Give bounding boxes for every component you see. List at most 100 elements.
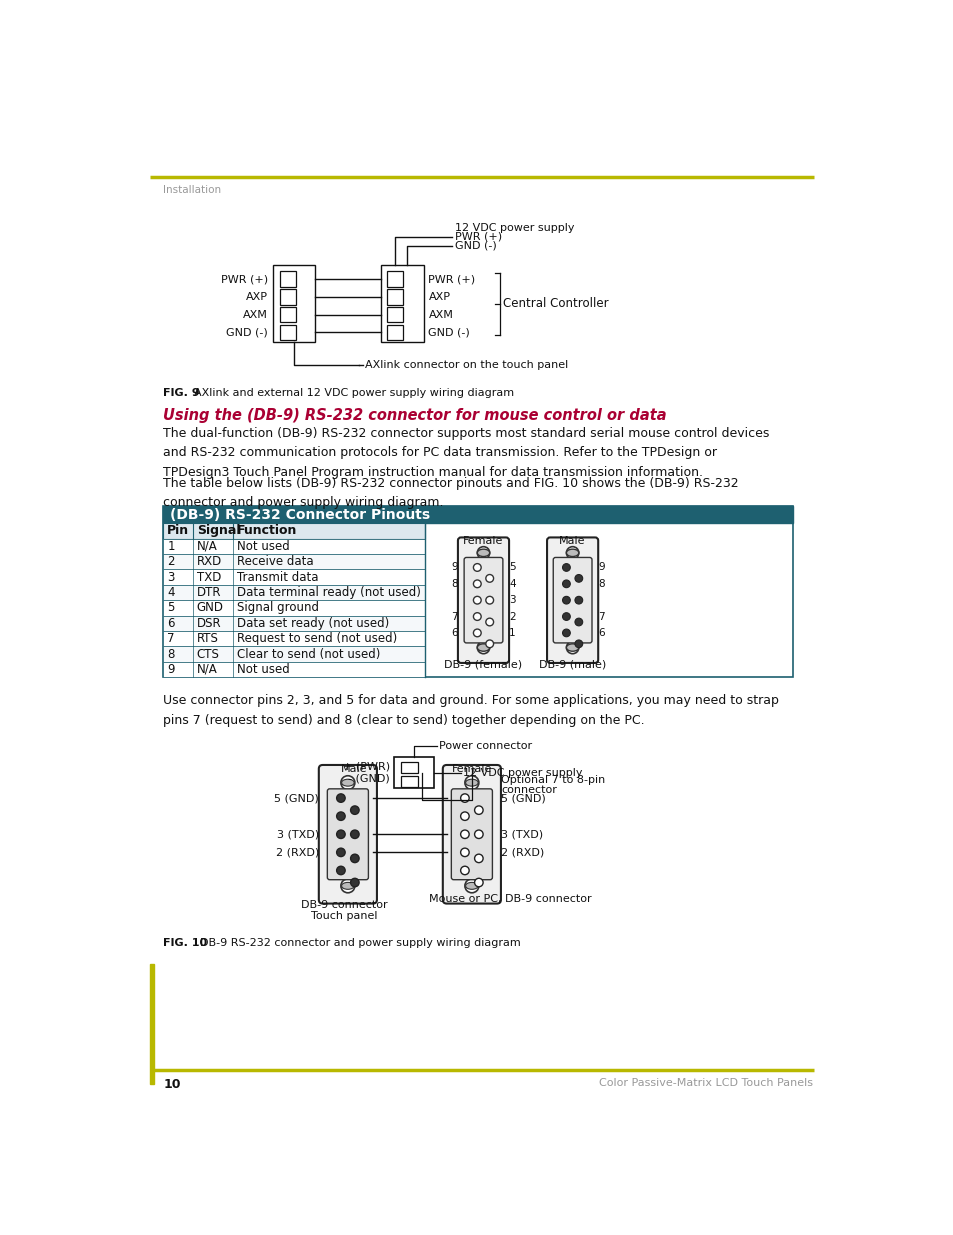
Circle shape <box>350 878 358 887</box>
Text: 2: 2 <box>167 556 174 568</box>
Text: 5: 5 <box>167 601 174 614</box>
Text: Receive data: Receive data <box>236 556 314 568</box>
Text: Mouse or PC, DB-9 connector: Mouse or PC, DB-9 connector <box>429 894 591 904</box>
Circle shape <box>562 597 570 604</box>
Ellipse shape <box>465 882 477 889</box>
Text: FIG. 10: FIG. 10 <box>163 939 208 948</box>
Bar <box>163 524 425 538</box>
Text: Touch panel: Touch panel <box>311 911 376 921</box>
Text: 5: 5 <box>509 562 516 573</box>
Circle shape <box>575 640 582 647</box>
Text: Installation: Installation <box>163 185 221 195</box>
Text: 12 VDC power supply: 12 VDC power supply <box>455 222 574 232</box>
Text: 1: 1 <box>167 540 174 553</box>
Circle shape <box>474 806 482 814</box>
Text: AXlink connector on the touch panel: AXlink connector on the touch panel <box>365 361 568 370</box>
Text: DB-9 (female): DB-9 (female) <box>444 659 522 669</box>
Circle shape <box>336 794 345 803</box>
Circle shape <box>575 597 582 604</box>
Circle shape <box>340 879 355 893</box>
Bar <box>387 289 402 305</box>
Text: Signal: Signal <box>196 525 240 537</box>
Text: connector: connector <box>500 785 557 795</box>
Ellipse shape <box>566 550 578 557</box>
Text: 6: 6 <box>451 627 457 638</box>
Circle shape <box>473 597 480 604</box>
Text: + (PWR): + (PWR) <box>342 762 390 772</box>
FancyBboxPatch shape <box>457 537 509 663</box>
Bar <box>401 762 418 773</box>
Bar <box>394 757 434 788</box>
Text: 9: 9 <box>451 562 457 573</box>
Circle shape <box>485 597 493 604</box>
Bar <box>280 325 295 340</box>
Text: 2 (RXD): 2 (RXD) <box>275 847 318 857</box>
Bar <box>163 506 793 677</box>
Text: - (GND): - (GND) <box>348 774 390 784</box>
Circle shape <box>336 866 345 874</box>
Circle shape <box>350 806 358 814</box>
Text: AXM: AXM <box>243 310 268 320</box>
Circle shape <box>562 629 570 637</box>
Text: TXD: TXD <box>196 571 221 584</box>
Text: AXP: AXP <box>246 291 268 301</box>
Text: Data terminal ready (not used): Data terminal ready (not used) <box>236 585 420 599</box>
Text: 12 VDC power supply: 12 VDC power supply <box>463 768 582 778</box>
FancyBboxPatch shape <box>327 789 368 879</box>
Ellipse shape <box>476 550 489 557</box>
Circle shape <box>566 547 578 559</box>
Text: Using the (DB-9) RS-232 connector for mouse control or data: Using the (DB-9) RS-232 connector for mo… <box>163 408 666 422</box>
Circle shape <box>476 547 489 559</box>
Text: 2 (RXD): 2 (RXD) <box>500 847 543 857</box>
Text: Male: Male <box>558 536 585 546</box>
Ellipse shape <box>341 779 354 787</box>
Bar <box>163 569 425 585</box>
Text: Optional 7 to 8-pin: Optional 7 to 8-pin <box>500 776 604 785</box>
Circle shape <box>336 811 345 820</box>
Ellipse shape <box>476 643 489 651</box>
FancyBboxPatch shape <box>451 789 492 879</box>
Circle shape <box>485 574 493 582</box>
Circle shape <box>575 619 582 626</box>
Circle shape <box>460 866 469 874</box>
Text: 3 (TXD): 3 (TXD) <box>500 829 542 840</box>
Text: PWR (+): PWR (+) <box>455 232 501 242</box>
Text: AXlink and external 12 VDC power supply wiring diagram: AXlink and external 12 VDC power supply … <box>194 389 514 399</box>
Circle shape <box>485 619 493 626</box>
Text: 5 (GND): 5 (GND) <box>274 793 318 803</box>
Circle shape <box>562 563 570 572</box>
Text: (DB-9) RS-232 Connector Pinouts: (DB-9) RS-232 Connector Pinouts <box>170 508 429 521</box>
Circle shape <box>474 830 482 839</box>
Circle shape <box>336 830 345 839</box>
Circle shape <box>350 855 358 862</box>
Circle shape <box>460 830 469 839</box>
Text: PWR (+): PWR (+) <box>428 274 476 284</box>
Circle shape <box>562 580 570 588</box>
Text: 7: 7 <box>451 611 457 621</box>
Text: DB-9 RS-232 connector and power supply wiring diagram: DB-9 RS-232 connector and power supply w… <box>199 939 520 948</box>
Text: Signal ground: Signal ground <box>236 601 318 614</box>
Text: Data set ready (not used): Data set ready (not used) <box>236 616 389 630</box>
Bar <box>163 646 425 662</box>
Text: 1: 1 <box>509 627 516 638</box>
Circle shape <box>464 776 478 789</box>
Text: GND (-): GND (-) <box>455 241 497 251</box>
Text: RXD: RXD <box>196 556 222 568</box>
Text: 6: 6 <box>598 627 604 638</box>
Text: 7: 7 <box>598 611 604 621</box>
Text: Pin: Pin <box>167 525 190 537</box>
Bar <box>163 585 425 600</box>
Text: GND: GND <box>196 601 224 614</box>
Circle shape <box>566 641 578 653</box>
Circle shape <box>473 613 480 620</box>
Text: Female: Female <box>463 536 503 546</box>
Text: 7: 7 <box>167 632 174 645</box>
Circle shape <box>476 641 489 653</box>
Circle shape <box>473 563 480 572</box>
Text: 6: 6 <box>167 616 174 630</box>
Text: DB-9 connector: DB-9 connector <box>300 900 387 910</box>
FancyBboxPatch shape <box>464 557 502 643</box>
Text: Not used: Not used <box>236 540 290 553</box>
Circle shape <box>336 848 345 857</box>
Text: DSR: DSR <box>196 616 221 630</box>
